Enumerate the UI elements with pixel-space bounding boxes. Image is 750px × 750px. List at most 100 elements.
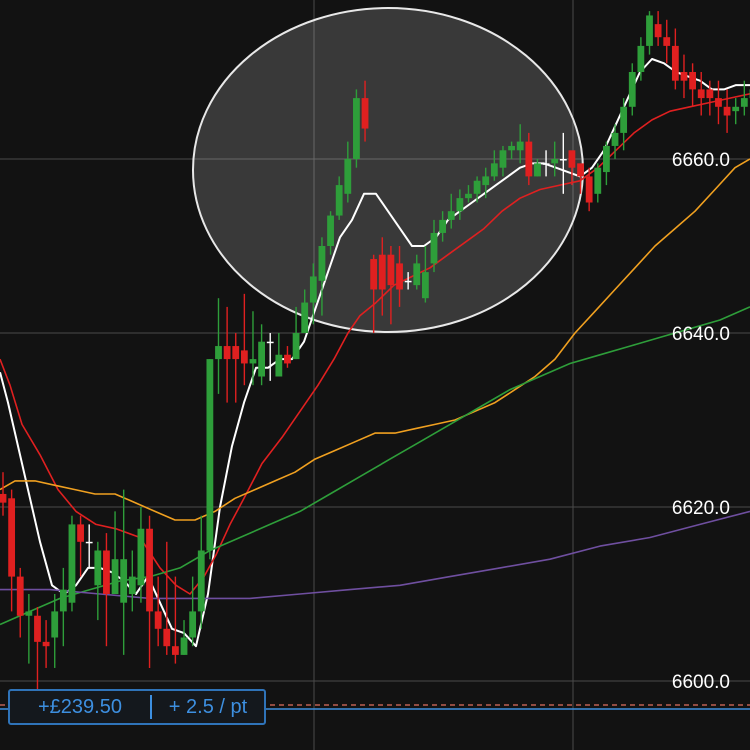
candle (404, 272, 412, 290)
candle (327, 211, 334, 255)
candle (715, 80, 722, 125)
candle (180, 620, 188, 655)
candle (732, 98, 740, 125)
candle (206, 359, 214, 560)
candle (292, 306, 300, 360)
candle (740, 80, 748, 116)
candle (387, 246, 395, 325)
candle (146, 515, 153, 668)
candle (309, 263, 317, 325)
candle (646, 11, 653, 55)
candle (421, 246, 429, 303)
candle (163, 541, 171, 655)
candle (723, 89, 731, 133)
candle (240, 293, 248, 386)
candle (189, 576, 197, 647)
candle (344, 141, 352, 203)
candle (68, 515, 76, 612)
candle (654, 11, 662, 46)
candle (34, 607, 41, 690)
candle (301, 289, 309, 333)
candle (335, 176, 343, 220)
candle (508, 141, 515, 159)
pnl-box[interactable]: +£239.50 + 2.5 / pt (8, 689, 266, 725)
candle (51, 594, 59, 668)
candle (172, 576, 179, 664)
candle (585, 167, 593, 212)
candle (628, 63, 636, 116)
candle (611, 124, 619, 159)
candle (197, 515, 205, 629)
candle (499, 145, 507, 177)
candle (94, 541, 102, 621)
candle (594, 163, 602, 203)
candle (603, 141, 610, 186)
candle (154, 576, 162, 647)
candle (430, 219, 438, 273)
pnl-separator (150, 695, 152, 719)
candle (534, 159, 541, 177)
candle (370, 254, 378, 333)
candle (249, 311, 257, 386)
candle (413, 254, 421, 290)
candle (671, 28, 679, 90)
candle (456, 189, 464, 220)
candle (396, 246, 403, 307)
candle (663, 19, 671, 64)
candle (378, 237, 386, 316)
candle (680, 54, 688, 99)
candle (482, 167, 490, 199)
candle (232, 333, 240, 403)
candle (525, 132, 533, 186)
candle (8, 489, 16, 612)
candles (0, 11, 750, 690)
y-tick-label: 6640.0 (672, 324, 730, 345)
candle (447, 193, 455, 229)
candle (620, 98, 628, 151)
candle (137, 507, 145, 603)
candle (258, 324, 265, 386)
candle (577, 163, 584, 194)
candle (111, 511, 119, 594)
ma-line (0, 93, 750, 595)
candle (490, 150, 498, 181)
y-tick-label: 6600.0 (672, 672, 730, 693)
candle (551, 141, 559, 177)
candle (266, 333, 274, 381)
candle (473, 176, 481, 203)
candle (215, 298, 222, 394)
candle (275, 333, 283, 377)
candle (689, 63, 696, 107)
candle (223, 306, 231, 403)
candle (42, 620, 50, 668)
candle (120, 489, 128, 655)
y-tick-label: 6620.0 (672, 498, 730, 519)
candle (465, 185, 472, 203)
pnl-value: +£239.50 (38, 695, 122, 718)
candle (0, 472, 7, 516)
candle (128, 550, 136, 612)
candle (361, 80, 369, 142)
ma-line (0, 158, 750, 521)
candle (542, 150, 550, 177)
candle (77, 515, 84, 577)
candle (59, 567, 67, 647)
pnl-rate: + 2.5 / pt (168, 695, 248, 718)
candle (284, 346, 291, 368)
y-tick-label: 6660.0 (672, 150, 730, 171)
y-axis-labels: 6600.0 6620.0 6640.0 6660.0 (672, 150, 730, 693)
candle (697, 72, 705, 116)
candle (559, 132, 567, 194)
candle (85, 524, 93, 568)
candle (103, 533, 110, 647)
candle (25, 594, 33, 664)
candle (516, 124, 524, 164)
candle (353, 89, 360, 168)
candle (16, 567, 24, 638)
candle (706, 80, 714, 116)
candle (318, 237, 326, 316)
candle (568, 150, 576, 186)
candle (637, 37, 645, 81)
